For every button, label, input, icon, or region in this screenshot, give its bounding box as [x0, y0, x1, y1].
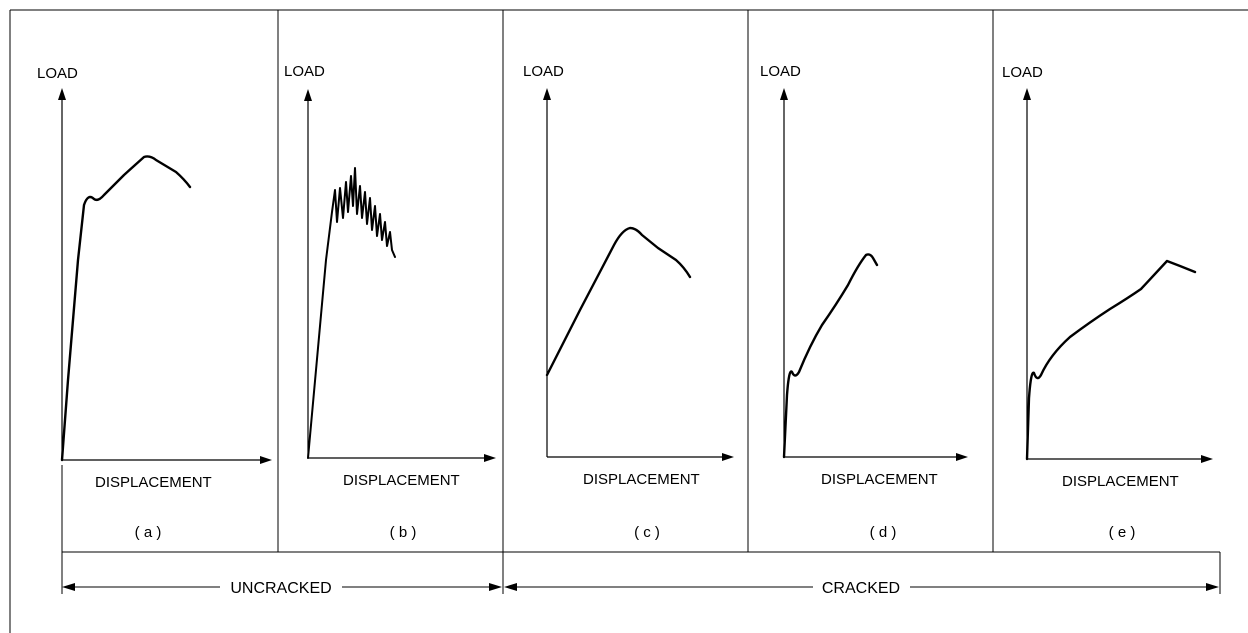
- panel-b: LOAD DISPLACEMENT ( b ): [284, 63, 496, 541]
- x-axis-label: DISPLACEMENT: [95, 474, 212, 491]
- arrowhead-right: [1206, 583, 1219, 591]
- panel-caption: ( b ): [390, 524, 417, 541]
- x-axis-label: DISPLACEMENT: [343, 472, 460, 489]
- y-axis-label: LOAD: [523, 63, 564, 80]
- y-axis-label: LOAD: [1002, 64, 1043, 81]
- panel-caption: ( e ): [1109, 524, 1136, 541]
- cracked-label: CRACKED: [822, 580, 900, 597]
- cracked-span: CRACKED: [504, 580, 1219, 597]
- y-axis-label: LOAD: [37, 65, 78, 82]
- x-axis-label: DISPLACEMENT: [583, 471, 700, 488]
- y-axis-arrowhead: [58, 88, 66, 100]
- panel-caption: ( a ): [135, 524, 162, 541]
- load-displacement-curve: [545, 226, 692, 377]
- panel-caption: ( d ): [870, 524, 897, 541]
- uncracked-label: UNCRACKED: [230, 580, 331, 597]
- y-axis-arrowhead: [780, 88, 788, 100]
- panel-d: LOAD DISPLACEMENT ( d ): [760, 63, 968, 541]
- load-displacement-curve: [1025, 259, 1197, 461]
- y-axis-label: LOAD: [760, 63, 801, 80]
- panel-a: LOAD DISPLACEMENT ( a ): [37, 65, 272, 541]
- load-displacement-curve: [60, 155, 192, 462]
- arrowhead-left: [504, 583, 517, 591]
- x-axis-label: DISPLACEMENT: [821, 471, 938, 488]
- x-axis-label: DISPLACEMENT: [1062, 473, 1179, 490]
- y-axis-arrowhead: [543, 88, 551, 100]
- load-displacement-curve: [307, 167, 396, 459]
- x-axis-arrowhead: [956, 453, 968, 461]
- y-axis-label: LOAD: [284, 63, 325, 80]
- load-displacement-curve: [782, 253, 879, 459]
- figure-frame: [9, 9, 1248, 633]
- arrowhead-right: [489, 583, 502, 591]
- panel-caption: ( c ): [634, 524, 660, 541]
- x-axis-arrowhead: [484, 454, 496, 462]
- y-axis-arrowhead: [1023, 88, 1031, 100]
- y-axis-arrowhead: [304, 89, 312, 101]
- x-axis-arrowhead: [722, 453, 734, 461]
- panel-e: LOAD DISPLACEMENT ( e ): [1002, 64, 1213, 541]
- arrowhead-left: [62, 583, 75, 591]
- uncracked-span: UNCRACKED: [62, 580, 502, 597]
- x-axis-arrowhead: [1201, 455, 1213, 463]
- x-axis-arrowhead: [260, 456, 272, 464]
- panel-c: LOAD DISPLACEMENT ( c ): [523, 63, 734, 541]
